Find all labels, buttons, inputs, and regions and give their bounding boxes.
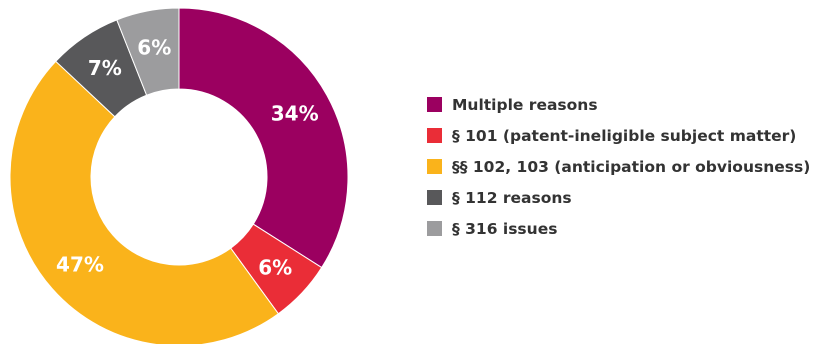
legend-item-3: § 112 reasons [427, 186, 810, 209]
donut-slice-2 [9, 60, 280, 344]
legend-swatch-2 [427, 159, 442, 174]
legend-item-2: §§ 102, 103 (anticipation or obviousness… [427, 155, 810, 178]
legend-label-3: § 112 reasons [452, 188, 572, 207]
slice-label-1: 6% [258, 255, 292, 279]
legend-swatch-0 [427, 97, 442, 112]
chart-legend: Multiple reasons § 101 (patent-ineligible… [427, 93, 810, 248]
slice-label-0: 34% [271, 101, 319, 125]
slice-label-2: 47% [56, 252, 104, 276]
legend-item-0: Multiple reasons [427, 93, 810, 116]
donut-chart: 34% 6% 47% 7% 6% [9, 7, 349, 344]
legend-swatch-4 [427, 221, 442, 236]
donut-slices [9, 7, 349, 344]
donut-slice-0 [178, 7, 349, 269]
legend-label-1: § 101 (patent-ineligible subject matter) [452, 126, 797, 145]
legend-swatch-3 [427, 190, 442, 205]
slice-labels: 34% 6% 47% 7% 6% [56, 35, 319, 279]
donut-slice-4 [116, 7, 180, 96]
legend-item-1: § 101 (patent-ineligible subject matter) [427, 124, 810, 147]
legend-item-4: § 316 issues [427, 217, 810, 240]
legend-swatch-1 [427, 128, 442, 143]
slice-label-4: 6% [137, 35, 171, 59]
legend-label-4: § 316 issues [452, 219, 558, 238]
legend-label-2: §§ 102, 103 (anticipation or obviousness… [452, 157, 811, 176]
legend-label-0: Multiple reasons [452, 95, 598, 114]
slice-label-3: 7% [88, 56, 122, 80]
